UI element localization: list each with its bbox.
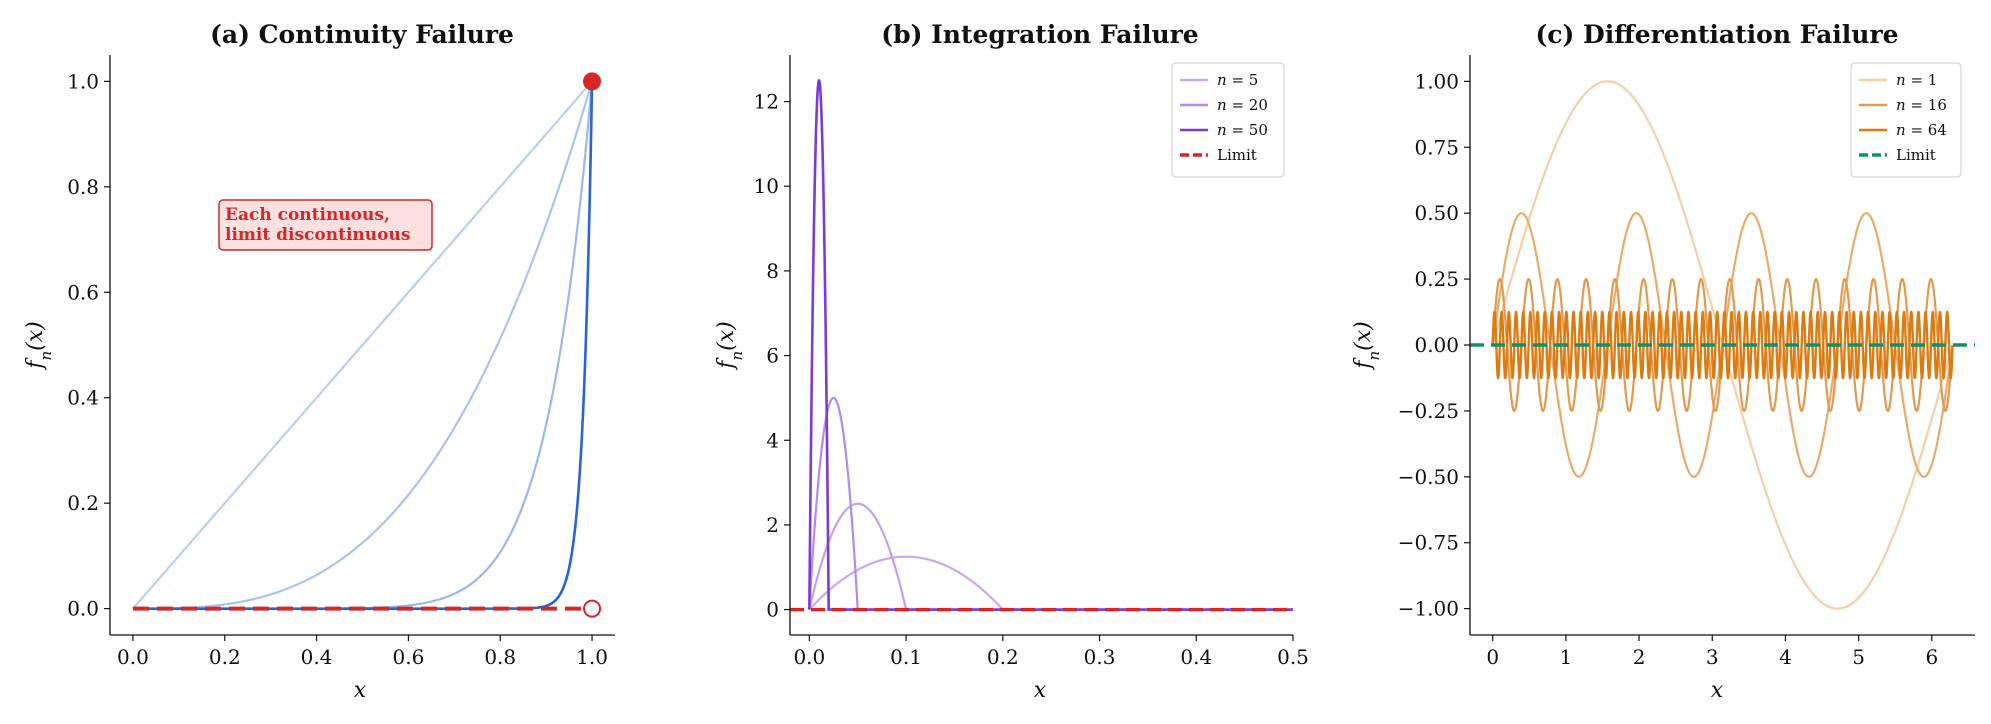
- y-tick-label: −1.00: [1398, 597, 1459, 621]
- series-line-n20: [808, 396, 1293, 611]
- y-tick-label: 1.0: [67, 69, 99, 93]
- y-tick-label: 0.75: [1414, 135, 1459, 159]
- x-tick-label: 0.0: [117, 645, 149, 669]
- series-line-n5: [808, 555, 1293, 611]
- y-tick-label: 0.6: [67, 280, 99, 304]
- y-tick-label: 6: [766, 344, 779, 368]
- x-axis-label: x: [1711, 678, 1724, 703]
- y-tick-label: −0.25: [1398, 399, 1459, 423]
- x-tick-label: 0.5: [1277, 645, 1309, 669]
- limit-point-filled: [583, 72, 602, 91]
- y-tick-label: 4: [766, 428, 779, 452]
- legend-label: n = 16: [1896, 96, 1947, 114]
- y-tick-label: 0.0: [67, 597, 99, 621]
- legend-label: n = 5: [1217, 71, 1258, 89]
- y-tick-label: 0.4: [67, 386, 99, 410]
- legend-box: [1850, 62, 1962, 178]
- x-axis-label: x: [354, 678, 367, 703]
- x-tick-label: 5: [1852, 645, 1865, 669]
- panel-title: (b) Integration Failure: [881, 20, 1198, 49]
- limit-point-open: [583, 599, 602, 618]
- annotation-bg: [218, 199, 433, 251]
- x-tick-label: 0: [1486, 645, 1499, 669]
- annotation-line-2: limit discontinuous: [225, 225, 410, 245]
- panel-differentiation: (c) Differentiation Failure 0 1 2 3 4 5 6 1.00 0…: [1351, 20, 1975, 703]
- y-tick-label: 0.00: [1414, 333, 1459, 357]
- y-tick-label: 10: [754, 174, 779, 198]
- x-tick-label: 1: [1560, 645, 1573, 669]
- legend-label: Limit: [1217, 146, 1257, 164]
- panel-continuity: (a) Continuity Failure 0.0 0.2 0.4 0.6 0.8 1.…: [23, 20, 615, 703]
- y-tick-label: 0: [766, 598, 779, 622]
- legend-label: Limit: [1896, 146, 1936, 164]
- annotation-line-1: Each continuous,: [225, 205, 390, 225]
- series-line-n50: [808, 79, 1293, 611]
- legend-label: n = 20: [1217, 96, 1268, 114]
- x-tick-label: 0.1: [890, 645, 922, 669]
- series-line-n3: [132, 81, 594, 610]
- legend-label: n = 1: [1896, 71, 1937, 89]
- x-tick-label: 0.4: [301, 645, 333, 669]
- x-tick-label: 4: [1779, 645, 1792, 669]
- x-tick-label: 0.2: [209, 645, 241, 669]
- x-tick-label: 0.3: [1084, 645, 1116, 669]
- legend: n = 5 n = 20 n = 50 Limit: [1171, 62, 1285, 178]
- y-tick-label: 1.00: [1414, 69, 1459, 93]
- y-tick-label: 0.50: [1414, 201, 1459, 225]
- x-tick-label: 0.2: [987, 645, 1019, 669]
- y-tick-label: 2: [766, 513, 779, 537]
- y-tick-label: −0.75: [1398, 531, 1459, 555]
- x-tick-label: 2: [1633, 645, 1646, 669]
- x-axis-label: x: [1034, 678, 1047, 703]
- y-tick-label: −0.50: [1398, 465, 1459, 489]
- y-tick-label: 8: [766, 259, 779, 283]
- annotation-box: Each continuous, limit discontinuous: [218, 199, 433, 251]
- panel-title: (a) Continuity Failure: [210, 20, 514, 49]
- legend-box: [1171, 62, 1285, 178]
- x-tick-label: 6: [1925, 645, 1938, 669]
- x-tick-label: 0.8: [484, 645, 516, 669]
- legend-label: n = 64: [1896, 121, 1947, 139]
- panel-integration: (b) Integration Failure 0.0 0.1 0.2 0.3 0.4 0…: [714, 20, 1309, 703]
- x-tick-label: 3: [1706, 645, 1719, 669]
- x-tick-label: 0.4: [1180, 645, 1212, 669]
- legend-label: n = 50: [1217, 121, 1268, 139]
- y-tick-label: 12: [754, 90, 779, 114]
- series-line-n10: [808, 502, 1293, 611]
- legend: n = 1 n = 16 n = 64 Limit: [1850, 62, 1962, 178]
- panel-title: (c) Differentiation Failure: [1535, 20, 1898, 49]
- x-tick-label: 0.0: [793, 645, 825, 669]
- x-tick-label: 0.6: [393, 645, 425, 669]
- y-tick-label: 0.2: [67, 491, 99, 515]
- y-tick-label: 0.25: [1414, 267, 1459, 291]
- series-line-n1: [132, 80, 593, 610]
- y-tick-label: 0.8: [67, 175, 99, 199]
- x-tick-label: 1.0: [576, 645, 608, 669]
